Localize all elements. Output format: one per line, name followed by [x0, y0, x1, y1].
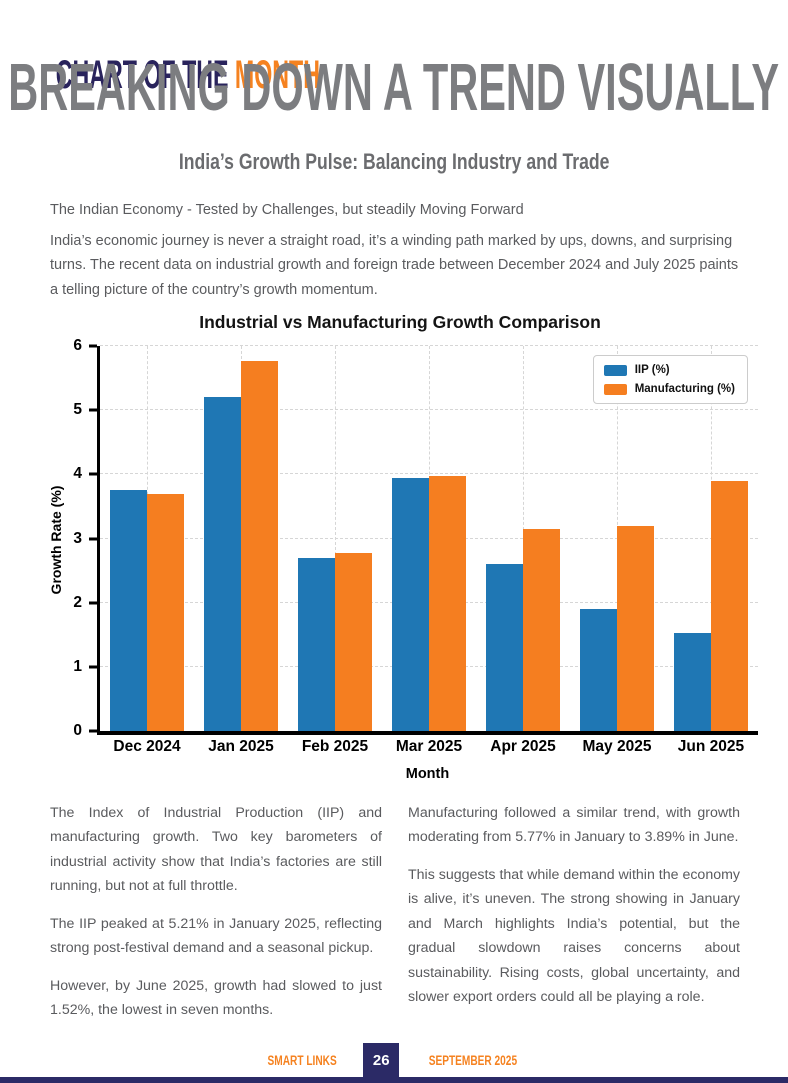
legend: IIP (%) Manufacturing (%)	[592, 355, 748, 404]
legend-label: IIP (%)	[634, 364, 670, 376]
article-subtitle-text: India’s Growth Pulse: Balancing Industry…	[178, 149, 610, 174]
kicker-text-navy: CHART OF THE	[55, 53, 235, 97]
paragraph: However, by June 2025, growth had slowed…	[50, 977, 382, 1018]
x-tick-label: Mar 2025	[395, 738, 463, 755]
paragraph: The Index of Industrial Production (IIP)…	[50, 805, 382, 895]
legend-swatch	[603, 383, 627, 395]
x-tick-label: Jan 2025	[208, 738, 274, 755]
bar-manufacturing	[710, 481, 748, 731]
lead-line: The Indian Economy - Tested by Challenge…	[50, 202, 524, 218]
x-tick-label: Jun 2025	[677, 738, 745, 755]
paragraph: Manufacturing followed a similar trend, …	[408, 805, 740, 846]
bar-group	[486, 346, 560, 731]
y-tick-label: 6	[73, 337, 82, 354]
bar-group	[110, 346, 184, 731]
legend-swatch	[603, 364, 627, 376]
y-tick-label: 0	[73, 722, 82, 739]
chart-title: Industrial vs Manufacturing Growth Compa…	[199, 312, 601, 332]
bar-iip	[110, 490, 147, 731]
y-tick-mark	[89, 601, 97, 605]
bar-manufacturing	[617, 525, 654, 731]
page-number: 26	[372, 1051, 390, 1069]
paragraph: The IIP peaked at 5.21% in January 2025,…	[50, 915, 382, 957]
y-tick-mark	[89, 472, 97, 476]
kicker-text-orange: MONTH	[234, 53, 320, 97]
article-subtitle: India’s Growth Pulse: Balancing Industry…	[0, 149, 788, 174]
y-tick-label: 4	[73, 465, 82, 483]
y-tick-label: 3	[73, 529, 82, 547]
bar-group	[204, 346, 278, 731]
bar-manufacturing	[241, 360, 278, 731]
legend-item: Manufacturing (%)	[603, 383, 735, 395]
bottom-strip	[0, 1077, 788, 1083]
bar-manufacturing	[523, 528, 560, 731]
bar-iip	[486, 564, 523, 731]
page-number-badge: 26	[363, 1043, 400, 1077]
bar-group	[392, 346, 466, 731]
footer-issue-date: SEPTEMBER 2025	[428, 1052, 518, 1068]
kicker: CHART OF THE MONTH	[30, 15, 530, 135]
bar-group	[673, 346, 748, 731]
h-gridline	[100, 345, 758, 346]
bar-iip	[392, 478, 429, 731]
y-tick-label: 5	[73, 401, 82, 419]
y-tick-mark	[89, 665, 97, 669]
footer-brand: SMART LINKS	[267, 1052, 337, 1068]
y-tick-mark	[89, 408, 97, 412]
x-tick-label: May 2025	[582, 738, 652, 755]
bar-manufacturing	[147, 493, 184, 731]
intro-paragraph: India’s economic journey is never a stra…	[50, 233, 739, 298]
bar-manufacturing	[429, 476, 466, 731]
bar-iip	[204, 396, 241, 731]
bar-group	[580, 346, 654, 731]
chart: Industrial vs Manufacturing Growth Compa…	[0, 300, 788, 788]
y-axis-label: Growth Rate (%)	[48, 485, 64, 595]
x-tick-label: Apr 2025	[490, 738, 556, 755]
bar-iip	[298, 557, 335, 731]
bar-group	[298, 346, 372, 731]
y-tick-label: 2	[73, 593, 82, 611]
legend-label: Manufacturing (%)	[634, 383, 735, 395]
page-title-text: BREAKING DOWN A TREND VISUALLY	[8, 50, 780, 125]
paragraph: This suggests that while demand within t…	[408, 866, 741, 1005]
bar-manufacturing	[335, 552, 372, 731]
footer: SMART LINKS 26 SEPTEMBER 2025	[0, 1043, 788, 1077]
page-title: BREAKING DOWN A TREND VISUALLY	[0, 54, 788, 121]
y-tick-mark	[89, 344, 97, 348]
y-tick-mark	[89, 537, 97, 540]
y-tick-mark	[89, 729, 97, 733]
bar-iip	[673, 633, 711, 731]
x-tick-label: Dec 2024	[113, 738, 181, 755]
plot: IIP (%) Manufacturing (%) 0 1 2 3 4 5 6 Dec 2024…	[73, 337, 758, 755]
x-axis-label: Month	[405, 766, 450, 782]
legend-item: IIP (%)	[603, 364, 735, 376]
x-tick-label: Feb 2025	[301, 738, 369, 755]
bar-iip	[580, 609, 617, 731]
body-columns: The Index of Industrial Production (IIP)…	[50, 801, 740, 1035]
body-column-right: Manufacturing followed a similar trend, …	[408, 801, 740, 1035]
y-tick-label: 1	[73, 657, 82, 675]
body-column-left: The Index of Industrial Production (IIP)…	[50, 801, 382, 1035]
v-gridline	[335, 346, 336, 731]
